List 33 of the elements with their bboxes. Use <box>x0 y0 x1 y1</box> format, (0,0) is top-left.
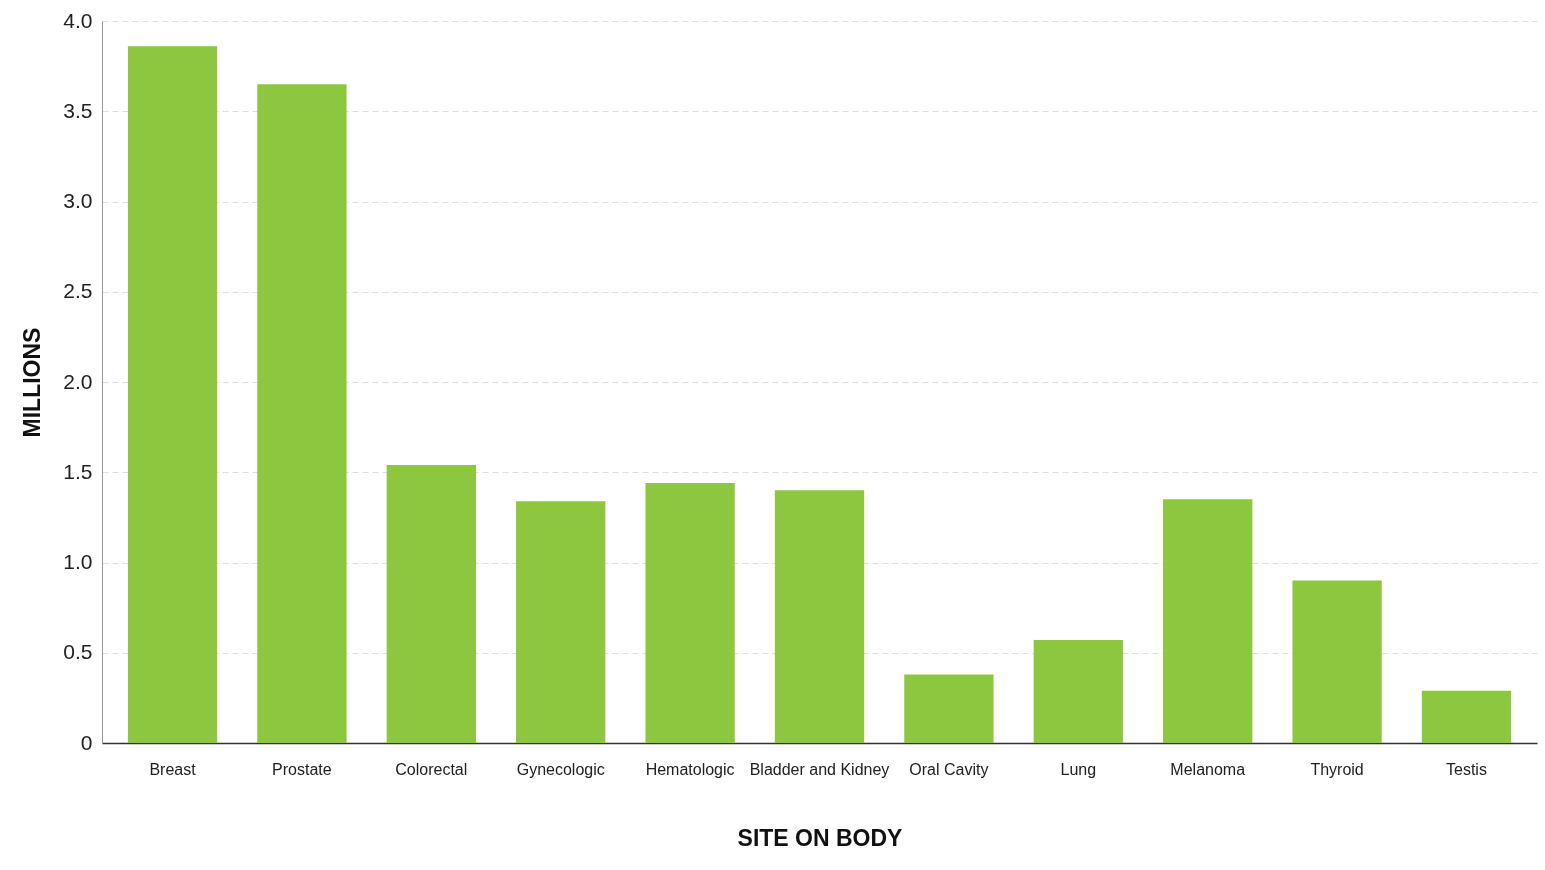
x-tick-label: Hematologic <box>645 760 735 778</box>
x-axis-title: SITE ON BODY <box>737 824 903 851</box>
bar <box>1033 640 1123 743</box>
x-tick-label: Oral Cavity <box>909 760 989 778</box>
bar <box>1421 690 1512 743</box>
x-tick-label: Bladder and Kidney <box>749 760 890 778</box>
bar <box>1163 499 1253 743</box>
bar <box>257 84 347 743</box>
bar <box>904 674 994 743</box>
bar <box>645 483 735 743</box>
bar <box>127 46 218 743</box>
y-tick-label: 3.5 <box>63 98 93 122</box>
x-tick-label: Testis <box>1446 760 1487 778</box>
y-tick-label: 4.0 <box>63 8 93 32</box>
x-tick-label: Breast <box>149 760 197 778</box>
bar <box>386 465 476 743</box>
x-tick-label: Lung <box>1060 760 1097 778</box>
y-tick-label: 0.5 <box>63 640 93 664</box>
y-tick-label: 2.0 <box>63 369 93 393</box>
y-tick-label: 0 <box>80 730 93 754</box>
bar <box>516 501 606 743</box>
x-tick-label: Melanoma <box>1170 760 1246 778</box>
bar <box>774 490 865 743</box>
y-tick-label: 3.0 <box>63 189 93 212</box>
y-axis-title: MILLIONS <box>19 327 46 438</box>
x-tick-label: Thyroid <box>1310 760 1364 778</box>
x-tick-label: Prostate <box>272 760 332 778</box>
bar <box>1292 580 1382 743</box>
y-tick-label: 1.0 <box>63 550 93 573</box>
x-tick-label: Colorectal <box>395 760 468 778</box>
y-tick-label: 1.5 <box>63 459 93 483</box>
x-tick-label: Gynecologic <box>516 760 605 778</box>
y-tick-label: 2.5 <box>63 279 93 303</box>
